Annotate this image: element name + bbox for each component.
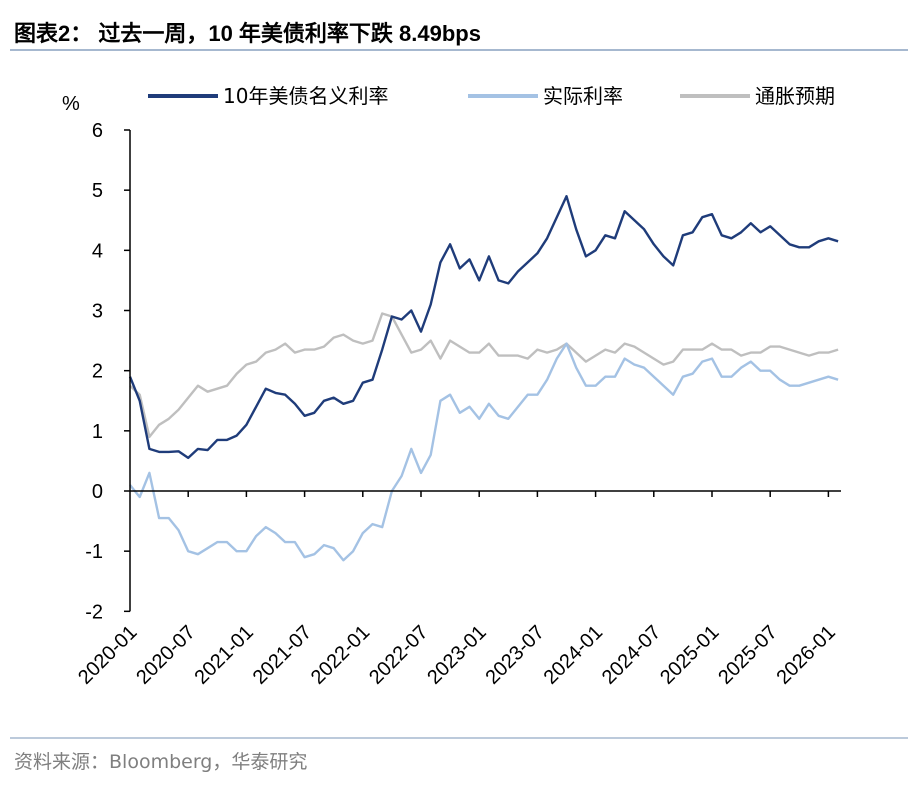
y-tick-label: -1 xyxy=(85,541,103,563)
y-tick-label: 1 xyxy=(92,421,103,443)
y-tick-label: 2 xyxy=(92,361,103,383)
source-note: 资料来源：Bloomberg，华泰研究 xyxy=(14,751,307,773)
x-tick-label: 2026-01 xyxy=(772,621,839,688)
x-tick-label: 2021-07 xyxy=(249,621,316,688)
x-tick-label: 2024-01 xyxy=(540,621,607,688)
y-tick-label: 5 xyxy=(92,180,103,202)
x-tick-label: 2023-07 xyxy=(481,621,548,688)
chart-title: 图表2： 过去一周，10 年美债利率下跌 8.49bps xyxy=(14,21,481,46)
x-tick-label: 2025-01 xyxy=(656,621,723,688)
y-tick-label: -2 xyxy=(85,601,103,623)
x-tick-label: 2024-07 xyxy=(598,621,665,688)
y-tick-label: 4 xyxy=(92,240,103,262)
x-tick-label: 2021-01 xyxy=(190,621,257,688)
x-tick-label: 2020-01 xyxy=(74,621,141,688)
series-line-1 xyxy=(129,342,839,562)
legend-label-0: 10年美债名义利率 xyxy=(223,84,388,108)
y-tick-label: 0 xyxy=(92,481,103,503)
legend-label-2: 通胀预期 xyxy=(755,84,835,108)
x-tick-label: 2025-07 xyxy=(714,621,781,688)
y-tick-label: 6 xyxy=(92,120,103,142)
legend: 10年美债名义利率 实际利率 通胀预期 xyxy=(148,84,835,108)
y-tick-label: 3 xyxy=(92,301,103,323)
series-line-0 xyxy=(128,194,839,460)
x-tick-label: 2023-01 xyxy=(423,621,490,688)
x-tick-label: 2022-07 xyxy=(365,621,432,688)
axes: 6543210-1-22020-012020-072021-012021-072… xyxy=(74,120,841,689)
series-layer xyxy=(128,194,839,562)
y-axis-unit: % xyxy=(62,93,80,115)
x-tick-label: 2020-07 xyxy=(132,621,199,688)
series-line-2 xyxy=(129,312,839,439)
x-tick-label: 2022-01 xyxy=(307,621,374,688)
legend-label-1: 实际利率 xyxy=(543,84,623,108)
